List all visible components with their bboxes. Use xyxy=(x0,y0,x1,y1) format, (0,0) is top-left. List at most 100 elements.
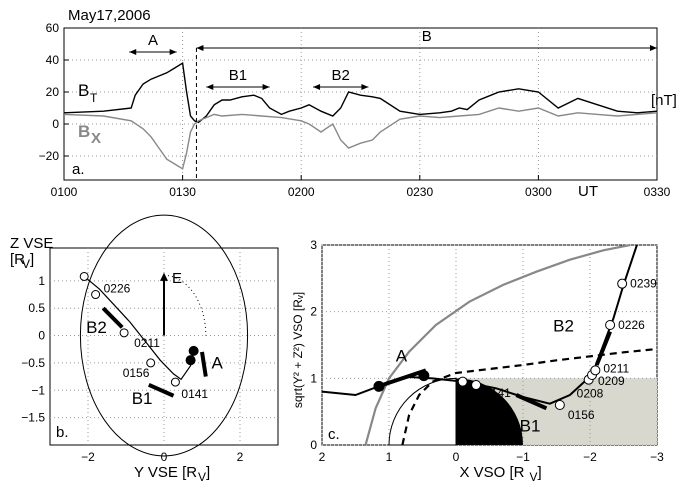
panel-c-bar-label-b1: B1 xyxy=(520,417,541,436)
panel-b-xtick-label: −2 xyxy=(81,450,95,464)
panel-c-bar-label-a: A xyxy=(396,347,408,366)
panel-c-xtick-label: 1 xyxy=(386,450,393,464)
panel-b-ytick-label: 0 xyxy=(38,329,45,343)
panel-b-circle xyxy=(79,214,249,457)
panel-c-filled-point xyxy=(373,380,385,392)
panel-b-filled-point xyxy=(185,355,196,366)
interval-a-label: A xyxy=(148,32,158,49)
panel-a-xtick-label: 0300 xyxy=(525,185,552,199)
panel-c-time-label: 0156 xyxy=(568,408,595,422)
panel-b-xlabel: Y VSE [R xyxy=(134,464,197,481)
panel-b-ylabel-line1: Z VSE xyxy=(10,235,53,252)
panel-b-bar-label-a: A xyxy=(212,353,224,372)
panel-a-ytick-label: −20 xyxy=(39,149,60,163)
panel-c-ytick-label: 3 xyxy=(310,238,317,252)
e-arrow-head xyxy=(160,272,168,281)
panel-b-ytick-label: −1.5 xyxy=(21,411,45,425)
panel-c-xlabel: X VSO [R xyxy=(460,464,525,481)
panel-c-filled-point xyxy=(418,370,430,382)
panel-b-time-point xyxy=(146,358,156,368)
interval-b2-arrow-left xyxy=(313,84,321,90)
panel-b-time-label: 0141 xyxy=(181,387,208,401)
panel-c-xtick-label: −2 xyxy=(583,450,597,464)
panel-b-dotted-arc xyxy=(163,274,207,336)
panel-a-xtick-label: 0330 xyxy=(644,185,671,199)
panel-c-time-point xyxy=(554,400,565,410)
interval-b1-label: B1 xyxy=(229,67,247,84)
panel-a-ytick-label: 0 xyxy=(52,117,59,131)
panel-c-ytick-label: 2 xyxy=(310,305,317,319)
panel-a-xtick-label: 0100 xyxy=(51,185,78,199)
panel-c-label: c. xyxy=(328,426,340,443)
bt-label-sub: T xyxy=(90,91,98,105)
panel-b-bar-b1 xyxy=(147,382,175,398)
panel-c-time-label: 0208 xyxy=(577,387,604,401)
panel-c-xtick-label: −1 xyxy=(516,450,530,464)
panel-b-time-label: 0156 xyxy=(123,366,150,380)
panel-c-bar-label-b2: B2 xyxy=(553,317,574,336)
interval-b2-label: B2 xyxy=(332,67,350,84)
interval-b-arrow-left xyxy=(196,45,204,51)
panel-b-ytick-label: 1 xyxy=(38,274,45,288)
interval-b1-arrow-right xyxy=(262,84,270,90)
panel-c-time-point xyxy=(457,376,468,387)
panel-a-ytick-label: 20 xyxy=(46,85,60,99)
panel-c-xlabel-end: ] xyxy=(538,464,542,481)
panel-c-time-label: 0139 xyxy=(461,385,488,399)
panel-c-time-label: 0209 xyxy=(598,374,625,388)
interval-b-arrow-right xyxy=(650,45,657,51)
panel-c-time-label: 0226 xyxy=(618,318,645,332)
panel-b-time-label: 0211 xyxy=(134,336,160,350)
interval-b-label: B xyxy=(422,28,432,45)
panel-c-time-label: 0141 xyxy=(484,386,511,400)
panel-b-ylabel-sub: V xyxy=(22,257,30,271)
panel-c-ylabel: sqrt(Y² + Z²) VSO [Rᵥ] xyxy=(291,292,305,408)
panel-c-ytick-label: 0 xyxy=(310,438,317,452)
panel-c-time-point xyxy=(590,365,601,376)
interval-a-arrow-right xyxy=(169,49,177,55)
panel-a-ytick-label: 60 xyxy=(46,21,60,35)
panel-b-bar-label-b1: B1 xyxy=(132,389,153,408)
panel-b-ylabel-line2: [R xyxy=(10,251,25,268)
panel-b-label: b. xyxy=(56,424,69,441)
bx-label-main: B xyxy=(78,122,90,141)
panel-b: −2 0 2 1 0.5 0 −0.5 −1 −1.5 E 0226 0211 0156 0141 A B1 B… xyxy=(10,214,279,484)
series-line-bt xyxy=(63,62,658,124)
panel-c-time-label: 0239 xyxy=(630,277,657,291)
panel-b-time-point xyxy=(91,290,101,300)
panel-b-filled-point xyxy=(188,345,199,356)
panel-c-xtick-label: 2 xyxy=(319,450,326,464)
panel-a-unit-label: [nT] xyxy=(651,92,677,109)
panel-c-time-point xyxy=(617,278,628,289)
panel-b-ytick-label: −1 xyxy=(31,383,45,397)
panel-a-xtick-label: 0230 xyxy=(406,185,433,199)
interval-b1-arrow-left xyxy=(206,84,214,90)
panel-c-time-point xyxy=(471,380,482,390)
panel-a-xlabel: UT xyxy=(578,183,598,200)
panel-c-ytick-label: 1 xyxy=(310,371,317,385)
panel-a-ytick-label: 40 xyxy=(46,53,60,67)
bx-label-sub: X xyxy=(91,130,101,147)
panel-b-start-point xyxy=(79,271,89,281)
panel-b-time-point xyxy=(119,328,129,338)
series-line-bx xyxy=(63,107,658,170)
bt-label-main: B xyxy=(78,81,89,100)
panel-b-ylabel-end: ] xyxy=(30,251,34,268)
planet-nightside xyxy=(456,378,523,445)
panel-c-xtick-label: 0 xyxy=(453,450,460,464)
panel-b-bar-label-b2: B2 xyxy=(86,318,107,337)
panel-c-bar-b2 xyxy=(594,330,612,366)
panel-b-xtick-label: 2 xyxy=(237,450,244,464)
panel-b-time-point xyxy=(170,377,180,387)
panel-b-bar-b2 xyxy=(101,306,124,329)
panel-c-time-label: 0211 xyxy=(603,361,629,375)
panel-a-frame xyxy=(63,27,658,181)
panel-a-xtick-label: 0130 xyxy=(169,185,196,199)
e-arrow-label: E xyxy=(172,270,182,287)
panel-c-xlabel-sub: V xyxy=(530,470,538,484)
panel-a-xtick-label: 0200 xyxy=(288,185,315,199)
interval-b2-arrow-right xyxy=(361,84,369,90)
